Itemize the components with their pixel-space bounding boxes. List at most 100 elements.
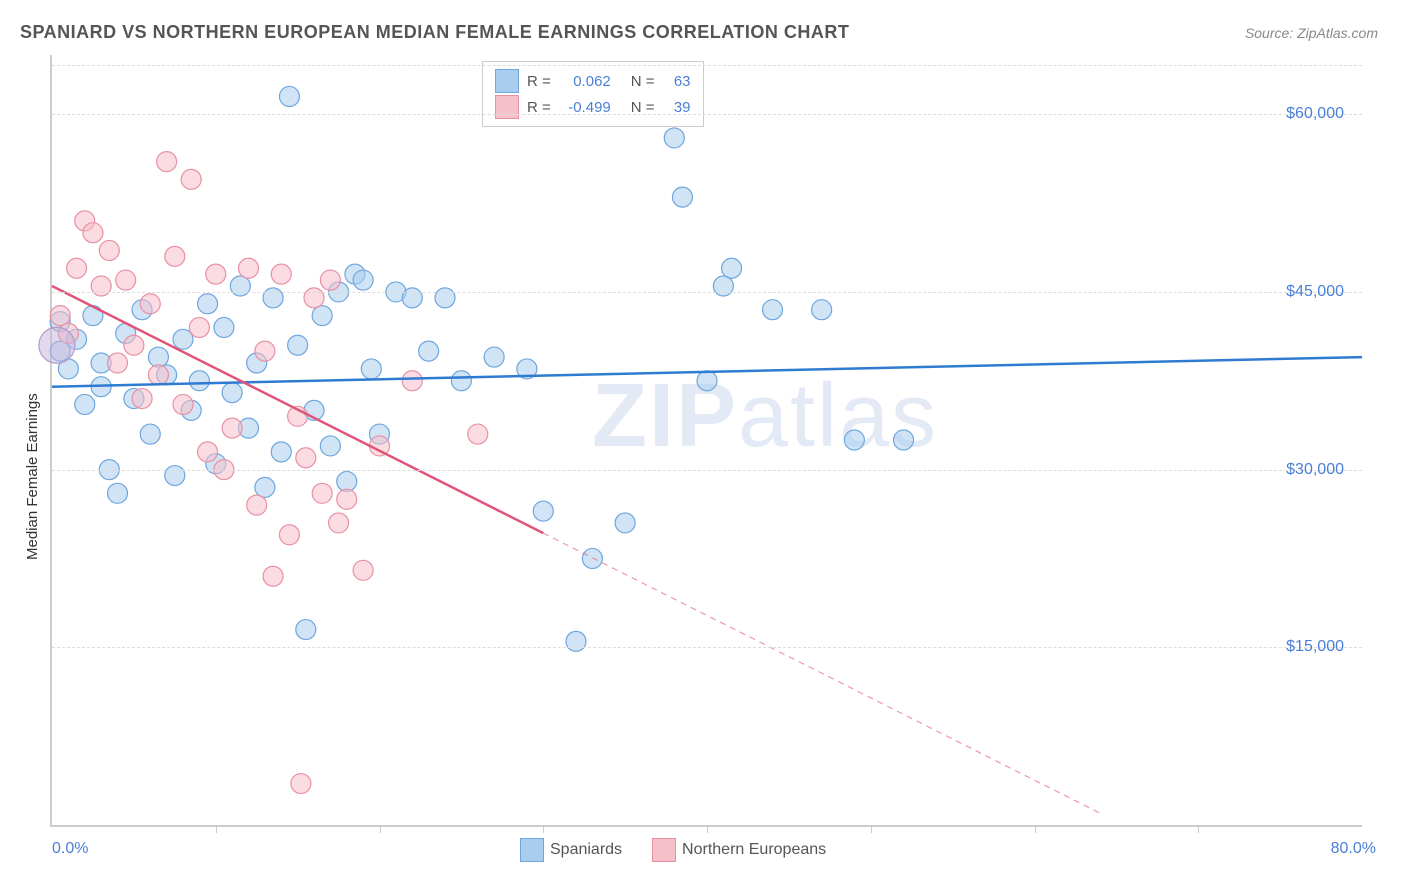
legend-r-label: R =	[527, 73, 551, 90]
x-tick	[543, 825, 544, 833]
data-point	[361, 359, 381, 379]
data-point	[214, 317, 234, 337]
data-point	[402, 288, 422, 308]
source-label: Source: ZipAtlas.com	[1245, 25, 1378, 41]
data-point	[75, 394, 95, 414]
data-point	[140, 424, 160, 444]
data-point	[255, 341, 275, 361]
data-point	[189, 317, 209, 337]
legend-n-label: N =	[631, 73, 655, 90]
data-point	[468, 424, 488, 444]
data-point	[763, 300, 783, 320]
data-point	[353, 560, 373, 580]
data-point	[108, 483, 128, 503]
x-tick	[871, 825, 872, 833]
data-point	[206, 264, 226, 284]
data-point	[312, 483, 332, 503]
x-axis-min-label: 0.0%	[52, 840, 88, 858]
data-point	[697, 371, 717, 391]
data-point	[222, 418, 242, 438]
data-point	[91, 276, 111, 296]
data-point	[320, 270, 340, 290]
data-point	[419, 341, 439, 361]
data-point	[39, 327, 75, 363]
legend-r-value: -0.499	[559, 99, 611, 116]
data-point	[50, 306, 70, 326]
data-point	[353, 270, 373, 290]
data-point	[173, 394, 193, 414]
data-point	[566, 631, 586, 651]
y-tick-label: $15,000	[1286, 638, 1344, 656]
data-point	[844, 430, 864, 450]
legend-n-value: 63	[663, 73, 691, 90]
data-point	[165, 246, 185, 266]
data-point	[291, 774, 311, 794]
y-axis-title: Median Female Earnings	[24, 393, 41, 560]
data-point	[263, 566, 283, 586]
data-point	[722, 258, 742, 278]
gridline	[52, 470, 1362, 471]
data-point	[189, 371, 209, 391]
data-point	[484, 347, 504, 367]
data-point	[320, 436, 340, 456]
data-point	[148, 365, 168, 385]
x-axis-max-label: 80.0%	[1331, 840, 1376, 858]
legend-row: R =-0.499N =39	[495, 94, 691, 120]
scatter-svg	[52, 55, 1362, 825]
data-point	[148, 347, 168, 367]
data-point	[288, 335, 308, 355]
data-point	[812, 300, 832, 320]
legend-swatch	[520, 838, 544, 862]
series-name: Spaniards	[550, 841, 622, 858]
plot-area: ZIPatlas R =0.062N =63R =-0.499N =39 $15…	[50, 55, 1362, 827]
data-point	[165, 466, 185, 486]
data-point	[615, 513, 635, 533]
data-point	[894, 430, 914, 450]
data-point	[255, 477, 275, 497]
gridline	[52, 114, 1362, 115]
x-tick	[1198, 825, 1199, 833]
x-tick	[1035, 825, 1036, 833]
data-point	[67, 258, 87, 278]
data-point	[83, 223, 103, 243]
legend-r-label: R =	[527, 99, 551, 116]
x-tick	[380, 825, 381, 833]
data-point	[239, 258, 259, 278]
data-point	[140, 294, 160, 314]
data-point	[271, 442, 291, 462]
gridline	[52, 292, 1362, 293]
data-point	[279, 86, 299, 106]
gridline	[52, 647, 1362, 648]
data-point	[533, 501, 553, 521]
legend-swatch	[495, 69, 519, 93]
data-point	[296, 448, 316, 468]
data-point	[279, 525, 299, 545]
stats-legend: R =0.062N =63R =-0.499N =39	[482, 61, 704, 127]
y-tick-label: $60,000	[1286, 105, 1344, 123]
y-tick-label: $45,000	[1286, 283, 1344, 301]
data-point	[132, 389, 152, 409]
data-point	[329, 513, 349, 533]
chart-title: SPANIARD VS NORTHERN EUROPEAN MEDIAN FEM…	[20, 22, 849, 43]
data-point	[247, 495, 267, 515]
data-point	[337, 489, 357, 509]
legend-row: R =0.062N =63	[495, 68, 691, 94]
data-point	[263, 288, 283, 308]
data-point	[451, 371, 471, 391]
y-tick-label: $30,000	[1286, 461, 1344, 479]
legend-item: Spaniards	[520, 838, 622, 862]
legend-n-label: N =	[631, 99, 655, 116]
data-point	[198, 442, 218, 462]
data-point	[222, 383, 242, 403]
data-point	[713, 276, 733, 296]
data-point	[435, 288, 455, 308]
legend-swatch	[495, 95, 519, 119]
gridline	[52, 65, 1362, 66]
data-point	[116, 270, 136, 290]
data-point	[304, 288, 324, 308]
data-point	[230, 276, 250, 296]
data-point	[157, 152, 177, 172]
data-point	[672, 187, 692, 207]
series-name: Northern Europeans	[682, 841, 826, 858]
data-point	[337, 471, 357, 491]
